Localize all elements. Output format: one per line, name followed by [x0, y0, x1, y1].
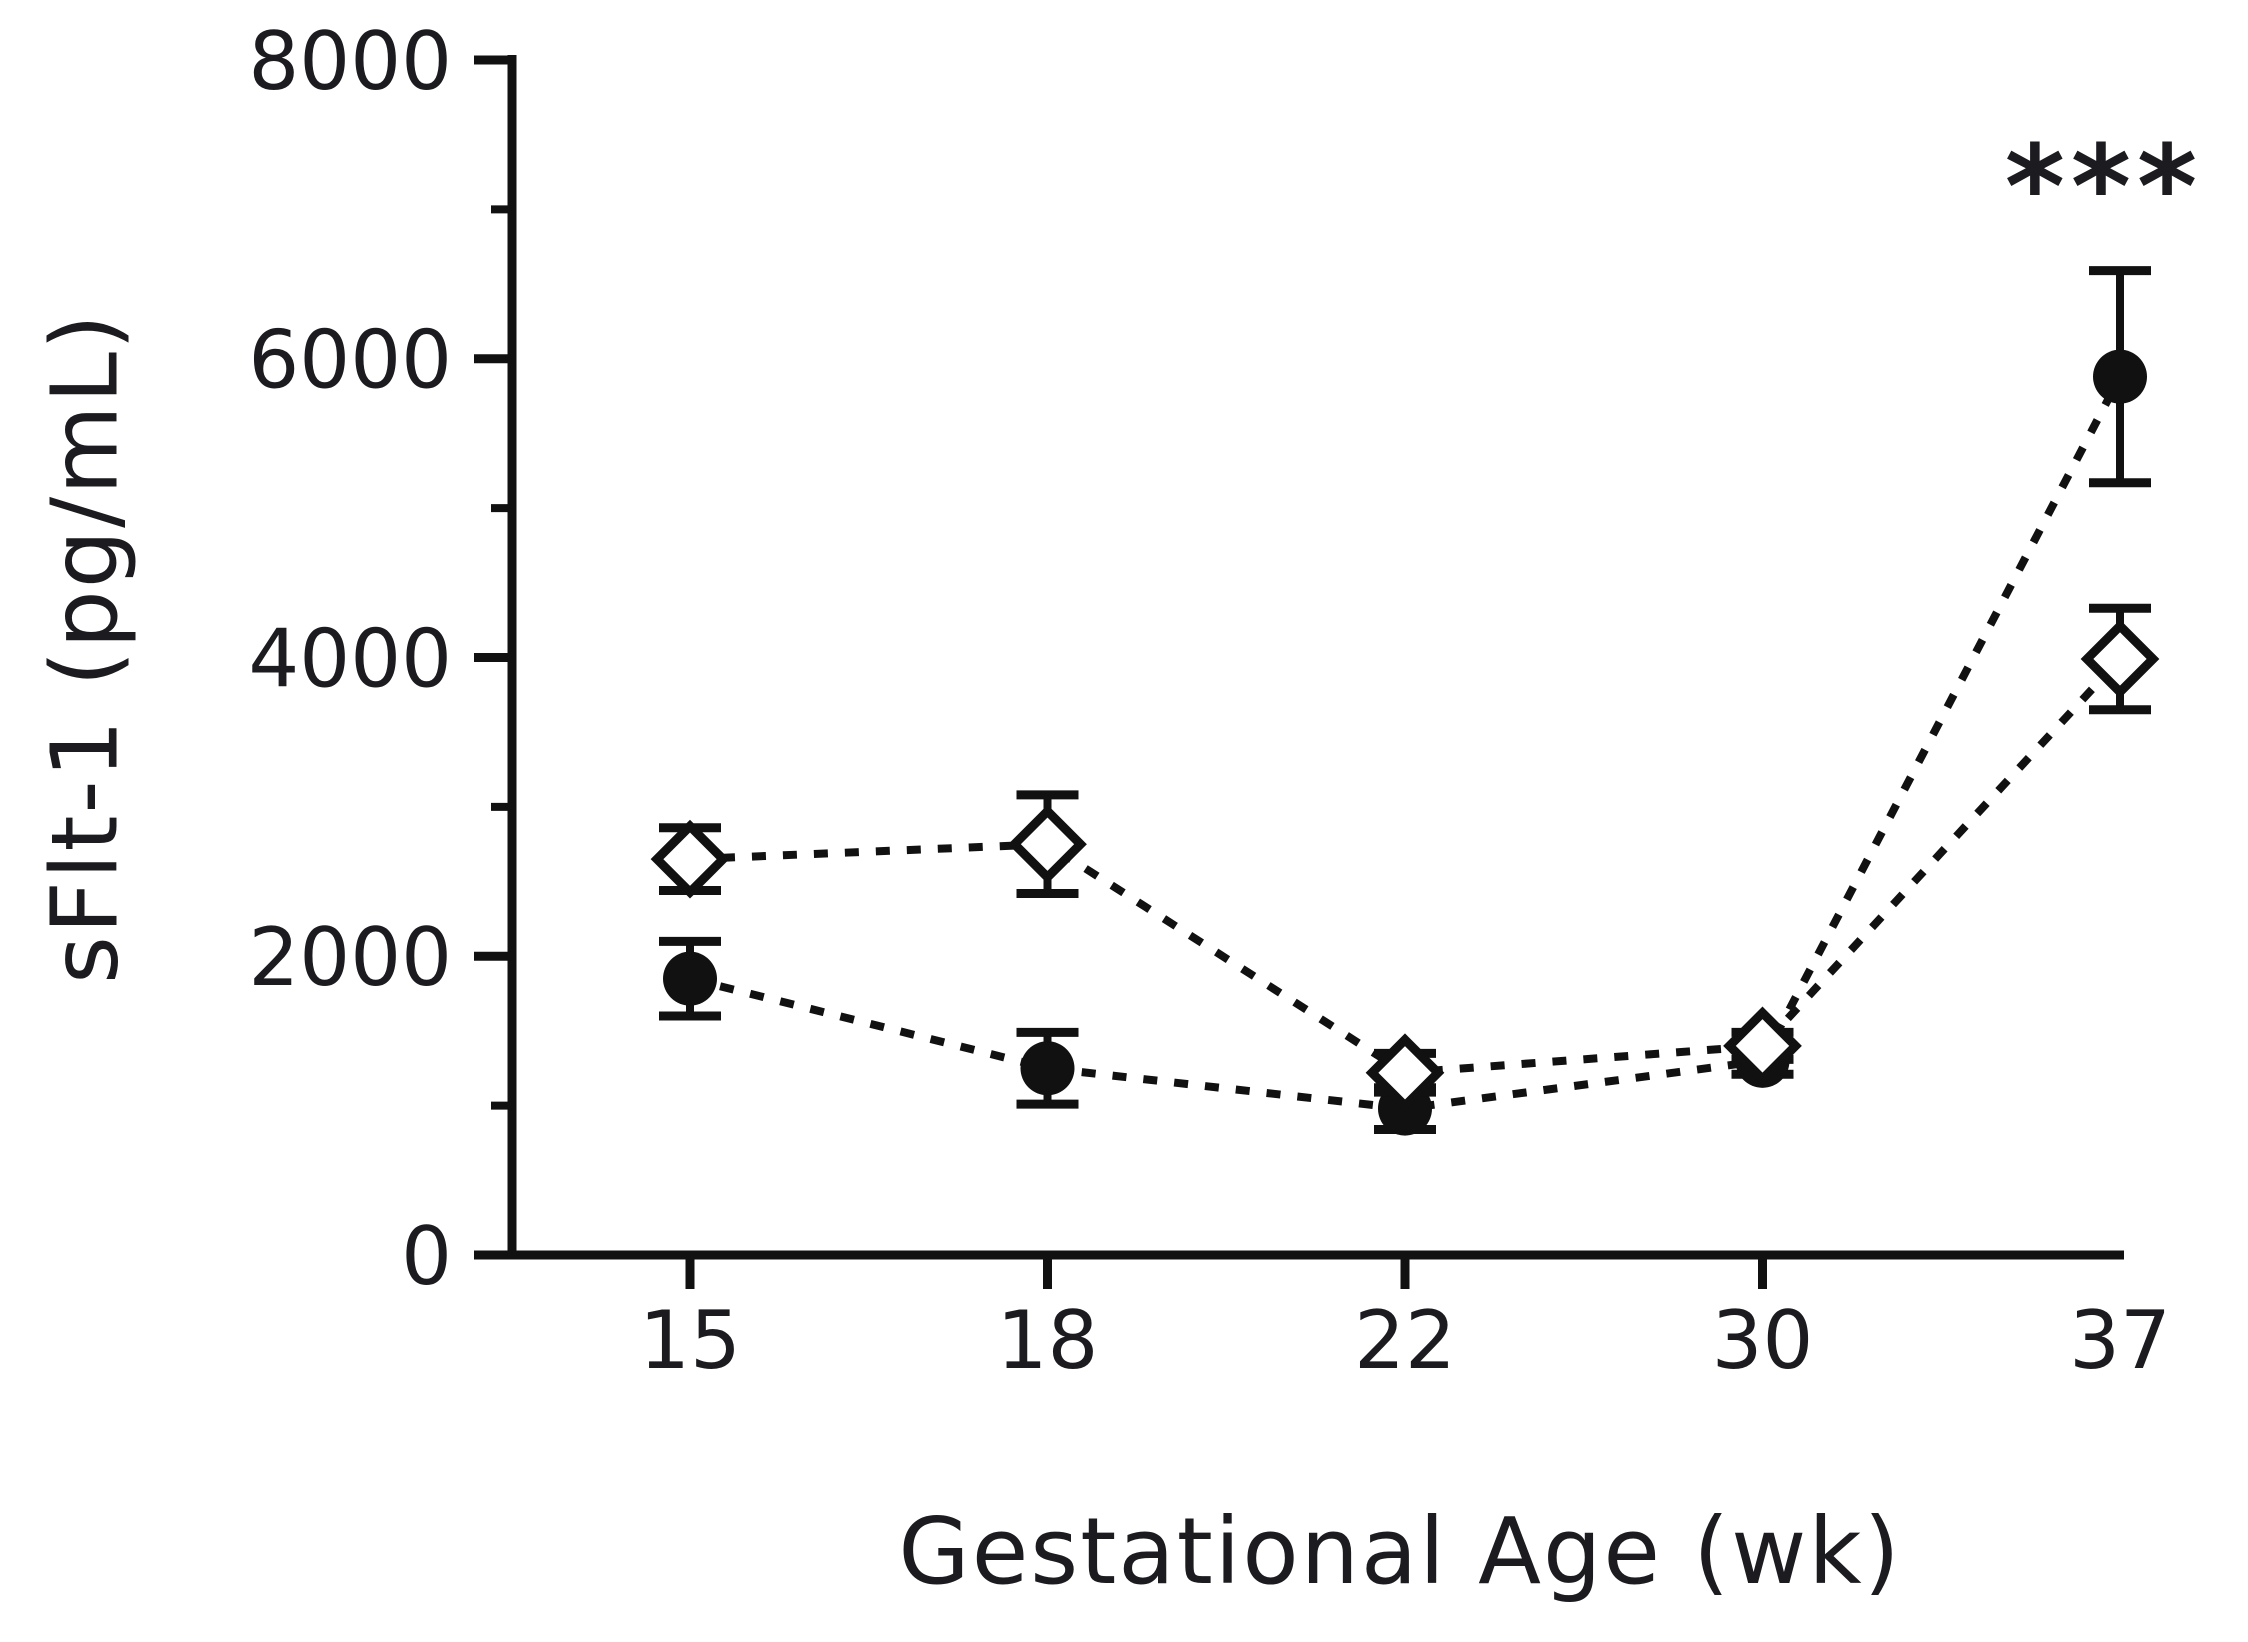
open-diamond-series-line: [689, 656, 2123, 1077]
filled-circle-series-line: [689, 374, 2124, 1113]
data-point-marker-open-diamond: [2080, 619, 2160, 699]
data-point-marker-open-diamond: [1723, 1006, 1802, 1086]
data-point-marker-filled-circle: [1020, 1041, 1075, 1096]
data-point-marker-filled-circle: [2093, 349, 2147, 404]
x-tick-label: 15: [639, 1294, 741, 1387]
y-tick-label: 8000: [248, 15, 452, 108]
y-tick-label: 2000: [248, 911, 452, 1004]
x-tick-label: 22: [1354, 1294, 1456, 1387]
x-tick-label: 30: [1712, 1294, 1814, 1387]
data-point-marker-filled-circle: [663, 951, 717, 1006]
significance-annotation: ***: [2005, 121, 2203, 255]
data-point-marker-open-diamond: [650, 819, 730, 899]
x-axis-title: Gestational Age (wk): [898, 1498, 1902, 1605]
x-tick-label: 37: [2069, 1294, 2171, 1387]
y-axis-title: sFlt-1 (pg/mL): [31, 312, 139, 984]
x-tick-label: 18: [997, 1294, 1099, 1387]
y-tick-label: 0: [401, 1210, 452, 1303]
data-point-marker-open-diamond: [1008, 804, 1087, 884]
y-tick-label: 6000: [248, 314, 452, 407]
data-point-marker-open-diamond: [1365, 1033, 1445, 1113]
y-tick-label: 4000: [248, 612, 452, 705]
